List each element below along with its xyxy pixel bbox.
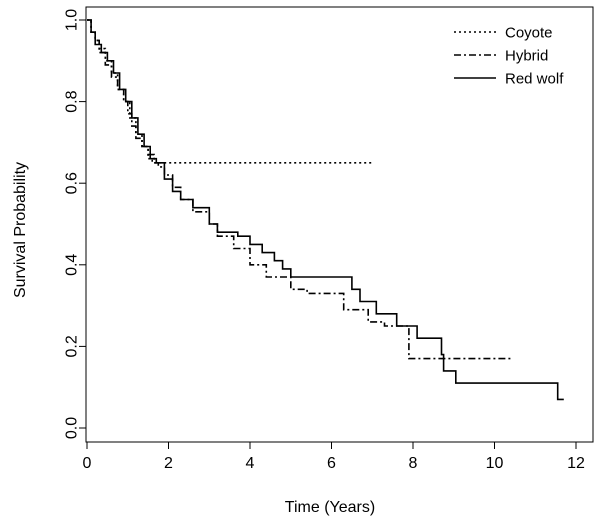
x-tick-label: 0 — [83, 455, 92, 472]
legend-label: Hybrid — [505, 47, 548, 64]
x-tick-label: 6 — [327, 455, 336, 472]
y-tick-label: 0.6 — [64, 172, 81, 194]
plot-border — [85, 6, 594, 443]
y-tick-label: 0.8 — [64, 90, 81, 112]
legend-label: Red wolf — [505, 70, 564, 87]
y-tick-label: 0.0 — [64, 417, 81, 439]
y-axis-title: Survival Probability — [12, 162, 29, 298]
series-line-hybrid — [87, 19, 511, 360]
y-axis: 0.0 0.2 0.4 0.6 0.8 1.0 — [64, 9, 86, 439]
y-tick-label: 1.0 — [64, 9, 81, 31]
legend-label: Coyote — [505, 24, 553, 41]
x-tick-label: 8 — [409, 455, 418, 472]
series-line-red-wolf — [87, 19, 564, 401]
series-line-coyote — [87, 19, 373, 164]
x-axis: 0 2 4 6 8 10 12 — [83, 442, 585, 472]
y-tick-label: 0.4 — [64, 254, 81, 276]
x-tick-label: 4 — [246, 455, 255, 472]
legend: Coyote Hybrid Red wolf — [454, 24, 564, 87]
x-axis-title: Time (Years) — [285, 499, 375, 516]
x-tick-label: 2 — [164, 455, 173, 472]
series-lines — [87, 19, 564, 401]
plot-frame — [85, 6, 594, 443]
x-tick-label: 10 — [486, 455, 504, 472]
x-tick-label: 12 — [567, 455, 585, 472]
y-tick-label: 0.2 — [64, 335, 81, 357]
